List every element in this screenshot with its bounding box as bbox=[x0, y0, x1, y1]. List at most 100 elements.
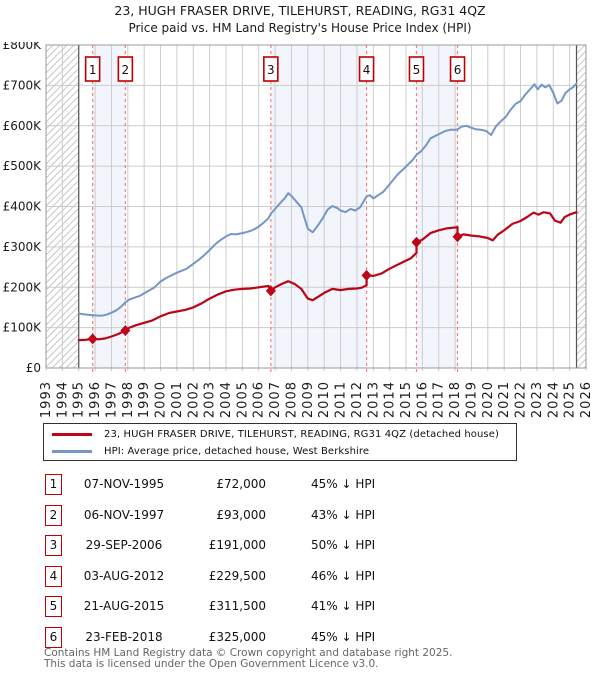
x-tick-label: 1993 bbox=[39, 381, 54, 418]
sale-date: 29-SEP-2006 bbox=[85, 538, 163, 552]
sale-date: 06-NOV-1997 bbox=[83, 508, 165, 522]
sale-number-badge: 5 bbox=[45, 596, 62, 617]
table-row: 4 03-AUG-2012 £229,500 46% ↓ HPI bbox=[0, 566, 600, 588]
sale-number-label: 1 bbox=[89, 63, 97, 77]
sale-number-badge: 2 bbox=[45, 505, 62, 526]
sale-number-label: 3 bbox=[267, 63, 275, 77]
x-tick-label: 2023 bbox=[530, 381, 545, 418]
footer-line2: This data is licensed under the Open Gov… bbox=[44, 658, 379, 670]
x-tick-label: 2024 bbox=[546, 381, 561, 418]
x-tick-label: 2002 bbox=[186, 381, 201, 418]
x-tick-label: 2010 bbox=[317, 381, 332, 418]
sale-number-box bbox=[117, 56, 134, 82]
x-tick-label: 2003 bbox=[203, 381, 218, 418]
sale-diamond bbox=[120, 324, 131, 336]
sale-date: 03-AUG-2012 bbox=[83, 569, 165, 583]
sale-number-label: 5 bbox=[413, 63, 421, 77]
sale-number-badge: 3 bbox=[45, 535, 62, 556]
table-row: 5 21-AUG-2015 £311,500 41% ↓ HPI bbox=[0, 596, 600, 618]
x-tick-label: 2000 bbox=[154, 381, 169, 418]
x-tick-label: 2011 bbox=[334, 381, 349, 418]
sale-number-box bbox=[408, 56, 425, 82]
hpi-line bbox=[77, 82, 578, 317]
legend-row-price: 23, HUGH FRASER DRIVE, TILEHURST, READIN… bbox=[52, 426, 516, 443]
sale-number-box bbox=[84, 56, 101, 82]
sale-number-label: 6 bbox=[454, 63, 462, 77]
y-tick-label: £400K bbox=[3, 200, 43, 214]
x-tick-label: 2007 bbox=[268, 381, 283, 418]
price-line-sample-icon bbox=[52, 433, 92, 436]
table-row: 2 06-NOV-1997 £93,000 43% ↓ HPI bbox=[0, 505, 600, 527]
x-tick-label: 2026 bbox=[579, 381, 594, 418]
x-tick-label: 2017 bbox=[432, 381, 447, 418]
y-tick-label: £800K bbox=[3, 42, 43, 52]
sale-price: £229,500 bbox=[208, 569, 266, 583]
table-row: 6 23-FEB-2018 £325,000 45% ↓ HPI bbox=[0, 627, 600, 649]
sale-number-label: 4 bbox=[363, 63, 371, 77]
x-tick-label: 2014 bbox=[383, 381, 398, 418]
footer-line1: Contains HM Land Registry data © Crown c… bbox=[44, 647, 453, 659]
y-tick-label: £500K bbox=[3, 159, 43, 173]
sale-number-label: 2 bbox=[122, 63, 130, 77]
sale-vs-hpi: 43% ↓ HPI bbox=[311, 508, 376, 522]
sale-price: £191,000 bbox=[208, 538, 266, 552]
sale-vs-hpi: 41% ↓ HPI bbox=[311, 599, 376, 613]
x-tick-label: 2015 bbox=[399, 381, 414, 418]
x-tick-label: 2005 bbox=[235, 381, 250, 418]
x-tick-label: 2019 bbox=[464, 381, 479, 418]
x-tick-label: 2018 bbox=[448, 381, 463, 418]
price-chart: 1 2 3 4 5 6 £0 £100K £200K £300K £400K £500K £600K £7… bbox=[3, 42, 594, 418]
sale-diamond bbox=[452, 231, 463, 243]
hpi-line-sample-icon bbox=[52, 450, 92, 453]
y-tick-label: £700K bbox=[3, 78, 43, 92]
x-tick-label: 2025 bbox=[563, 381, 578, 418]
plot-border bbox=[45, 44, 587, 369]
chart-legend: 23, HUGH FRASER DRIVE, TILEHURST, READIN… bbox=[43, 423, 517, 461]
x-tick-label: 1995 bbox=[72, 381, 87, 418]
x-tick-label: 2020 bbox=[481, 381, 496, 418]
x-tick-label: 2009 bbox=[301, 381, 316, 418]
sale-number-box bbox=[358, 56, 375, 82]
x-tick-label: 1999 bbox=[137, 381, 152, 418]
sale-number-box bbox=[449, 56, 466, 82]
legend-label-price: 23, HUGH FRASER DRIVE, TILEHURST, READIN… bbox=[104, 429, 499, 440]
sale-price: £93,000 bbox=[216, 508, 266, 522]
x-tick-label: 2001 bbox=[170, 381, 185, 418]
x-tick-label: 1994 bbox=[55, 381, 70, 418]
sale-price: £325,000 bbox=[208, 630, 266, 644]
x-tick-label: 2022 bbox=[514, 381, 529, 418]
legend-label-hpi: HPI: Average price, detached house, West… bbox=[104, 446, 370, 457]
sale-date: 23-FEB-2018 bbox=[85, 630, 163, 644]
table-row: 1 07-NOV-1995 £72,000 45% ↓ HPI bbox=[0, 474, 600, 496]
legend-row-hpi: HPI: Average price, detached house, West… bbox=[52, 443, 516, 460]
sale-price: £311,500 bbox=[208, 599, 266, 613]
sale-price: £72,000 bbox=[216, 477, 266, 491]
sale-date: 21-AUG-2015 bbox=[83, 599, 165, 613]
sale-number-badge: 6 bbox=[45, 627, 62, 648]
sale-vs-hpi: 46% ↓ HPI bbox=[311, 569, 376, 583]
sale-diamond bbox=[87, 333, 98, 345]
x-tick-label: 1996 bbox=[88, 381, 103, 418]
sale-number-badge: 1 bbox=[45, 474, 62, 495]
sale-vs-hpi: 45% ↓ HPI bbox=[311, 630, 376, 644]
y-tick-label: £0 bbox=[26, 361, 41, 375]
y-tick-label: £600K bbox=[3, 119, 43, 133]
no-data-hatch bbox=[46, 45, 79, 368]
x-tick-label: 2013 bbox=[366, 381, 381, 418]
sale-vs-hpi: 50% ↓ HPI bbox=[311, 538, 376, 552]
y-tick-label: £200K bbox=[3, 280, 43, 294]
x-tick-label: 1997 bbox=[104, 381, 119, 418]
license-footer: Contains HM Land Registry data © Crown c… bbox=[44, 648, 452, 670]
sale-number-box bbox=[263, 56, 279, 82]
page-subtitle: Price paid vs. HM Land Registry's House … bbox=[128, 21, 472, 35]
y-tick-label: £100K bbox=[3, 321, 43, 335]
price-line bbox=[77, 211, 578, 342]
x-tick-label: 2008 bbox=[284, 381, 299, 418]
x-tick-label: 1998 bbox=[121, 381, 136, 418]
x-tick-label: 2021 bbox=[497, 381, 512, 418]
sale-diamond bbox=[265, 285, 276, 297]
sale-diamond bbox=[361, 269, 372, 281]
x-tick-label: 2004 bbox=[219, 381, 234, 418]
x-tick-label: 2012 bbox=[350, 381, 365, 418]
sale-diamond bbox=[411, 236, 422, 248]
